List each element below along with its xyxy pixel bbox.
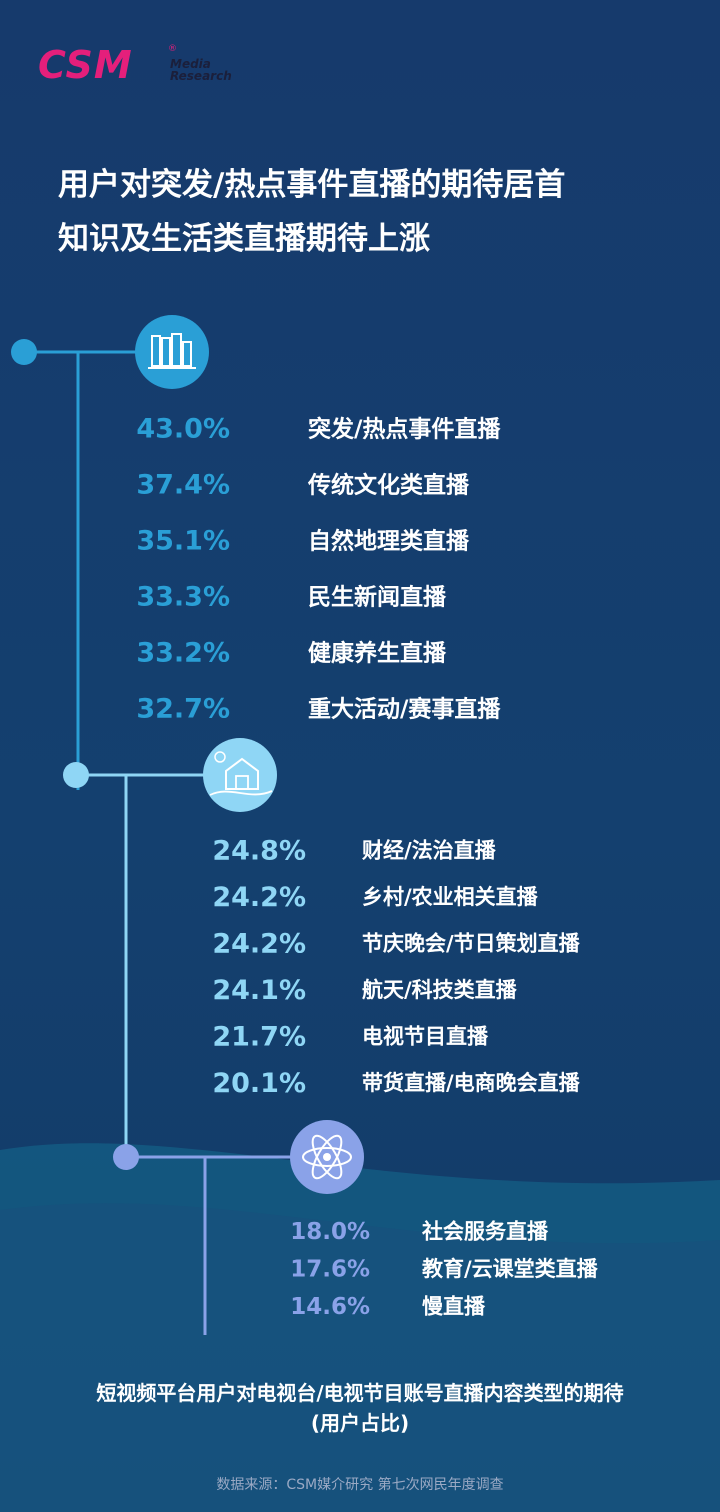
farm-barn-icon (203, 738, 277, 812)
books-icon (135, 315, 209, 389)
category-label: 乡村/农业相关直播 (362, 885, 539, 909)
group-2-dot (63, 762, 89, 788)
category-label: 教育/云课堂类直播 (422, 1257, 599, 1281)
category-label: 航天/科技类直播 (362, 978, 518, 1002)
page-title-line2: 知识及生活类直播期待上涨 (58, 221, 430, 257)
value-label: 20.1% (212, 1068, 306, 1099)
category-label: 节庆晚会/节日策划直播 (362, 932, 581, 956)
book-1 (151, 335, 161, 367)
category-label: 财经/法治直播 (362, 839, 497, 863)
chart-caption-line2: (用户占比) (310, 1411, 410, 1435)
nucleus (323, 1153, 331, 1161)
page-title: 用户对突发/热点事件直播的期待居首 知识及生活类直播期待上涨 (58, 158, 565, 266)
logo-mark: CSM (38, 43, 133, 87)
value-label: 18.0% (290, 1219, 370, 1245)
logo-sub-media: Media (170, 57, 211, 71)
chart-caption-line1: 短视频平台用户对电视台/电视节目账号直播内容类型的期待 (96, 1381, 624, 1405)
value-label: 33.2% (136, 637, 230, 668)
value-label: 33.3% (136, 581, 230, 612)
book-4 (182, 341, 192, 367)
category-label: 带货直播/电商晚会直播 (362, 1071, 581, 1095)
sun (214, 751, 226, 763)
value-label: 32.7% (136, 693, 230, 724)
value-label: 24.1% (212, 975, 306, 1006)
category-label: 社会服务直播 (421, 1220, 549, 1244)
book-3 (171, 333, 182, 367)
value-label: 24.2% (212, 928, 306, 959)
value-label: 43.0% (136, 413, 230, 444)
value-label: 24.2% (212, 882, 306, 913)
value-label: 21.7% (212, 1021, 306, 1052)
logo-sub-research: Research (170, 69, 232, 83)
category-label: 传统文化类直播 (307, 471, 470, 498)
hill (209, 790, 273, 796)
logo-registered: ® (168, 44, 177, 54)
barn-door (235, 775, 249, 790)
category-label: 电视节目直播 (362, 1025, 489, 1049)
data-source: 数据来源：CSM媒介研究 第七次网民年度调查 (216, 1477, 504, 1493)
group-1-dot (11, 339, 37, 365)
value-label: 17.6% (290, 1257, 370, 1283)
logo-subtitle: Media Research (170, 58, 250, 82)
csm-logo: CSM ® Media Research (38, 43, 232, 87)
barn (225, 757, 259, 790)
value-label: 37.4% (136, 469, 230, 500)
category-label: 自然地理类直播 (308, 527, 470, 554)
value-label: 24.8% (212, 835, 306, 866)
atom-icon (290, 1120, 364, 1194)
orbit-1 (302, 1147, 352, 1167)
farm-barn-icon-bg (203, 738, 277, 812)
page-title-line1: 用户对突发/热点事件直播的期待居首 (58, 167, 566, 203)
category-label: 健康养生直播 (308, 639, 447, 666)
group-3-dot (113, 1144, 139, 1170)
value-label: 35.1% (136, 525, 230, 556)
value-label: 14.6% (290, 1294, 370, 1320)
orbit-3 (311, 1134, 343, 1180)
book-2 (161, 337, 171, 367)
orbit-2 (311, 1134, 343, 1180)
category-label: 民生新闻直播 (308, 583, 447, 610)
category-label: 重大活动/赛事直播 (308, 695, 501, 722)
chart-caption: 短视频平台用户对电视台/电视节目账号直播内容类型的期待 (用户占比) (0, 1378, 720, 1438)
category-label: 慢直播 (422, 1295, 486, 1319)
category-label: 突发/热点事件直播 (308, 415, 501, 442)
